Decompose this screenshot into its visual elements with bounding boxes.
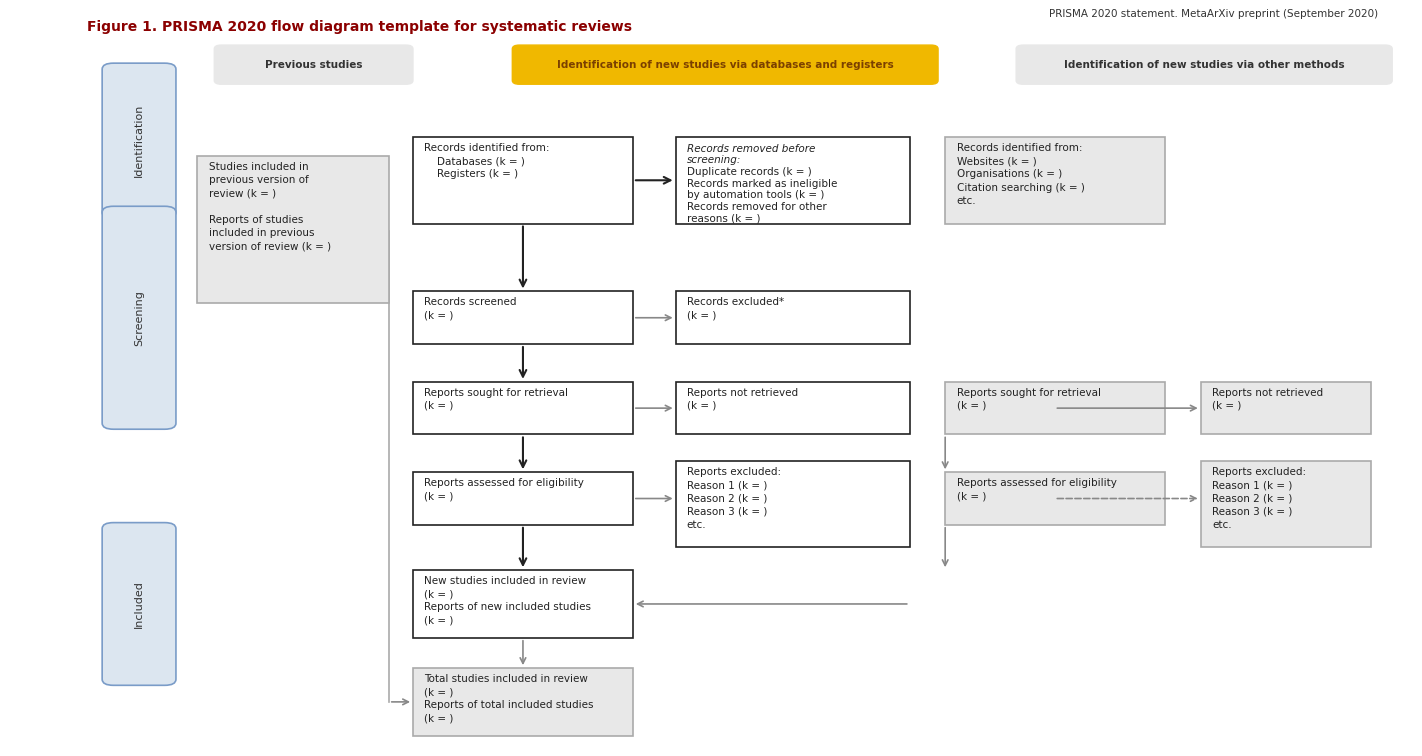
Text: PRISMA 2020 statement. MetaArXiv preprint (September 2020): PRISMA 2020 statement. MetaArXiv preprin…	[1049, 9, 1378, 19]
FancyBboxPatch shape	[412, 382, 633, 435]
Text: Identification of new studies via other methods: Identification of new studies via other …	[1064, 60, 1344, 70]
Text: Studies included in
previous version of
review (k = )

Reports of studies
includ: Studies included in previous version of …	[209, 162, 331, 251]
Text: Total studies included in review
(k = )
Reports of total included studies
(k = ): Total studies included in review (k = ) …	[424, 674, 594, 723]
FancyBboxPatch shape	[198, 156, 388, 302]
Text: Records identified from:
    Databases (k = )
    Registers (k = ): Records identified from: Databases (k = …	[424, 143, 550, 179]
FancyBboxPatch shape	[675, 291, 910, 344]
FancyBboxPatch shape	[412, 137, 633, 224]
FancyBboxPatch shape	[102, 522, 176, 686]
Text: Screening: Screening	[134, 290, 144, 345]
Text: Reports excluded:
Reason 1 (k = )
Reason 2 (k = )
Reason 3 (k = )
etc.: Reports excluded: Reason 1 (k = ) Reason…	[1212, 467, 1307, 530]
Text: Records removed for other: Records removed for other	[687, 202, 826, 212]
Text: by automation tools (k = ): by automation tools (k = )	[687, 190, 825, 200]
Text: Reports not retrieved
(k = ): Reports not retrieved (k = )	[687, 388, 798, 411]
FancyBboxPatch shape	[215, 45, 412, 84]
Text: Identification of new studies via databases and registers: Identification of new studies via databa…	[557, 60, 893, 70]
Text: Records identified from:
Websites (k = )
Organisations (k = )
Citation searching: Records identified from: Websites (k = )…	[957, 143, 1085, 206]
FancyBboxPatch shape	[412, 570, 633, 638]
Text: reasons (k = ): reasons (k = )	[687, 213, 761, 223]
FancyBboxPatch shape	[412, 472, 633, 525]
FancyBboxPatch shape	[946, 472, 1165, 525]
FancyBboxPatch shape	[1200, 382, 1371, 435]
Text: Reports sought for retrieval
(k = ): Reports sought for retrieval (k = )	[957, 388, 1101, 411]
Text: Reports excluded:
Reason 1 (k = )
Reason 2 (k = )
Reason 3 (k = )
etc.: Reports excluded: Reason 1 (k = ) Reason…	[687, 467, 781, 530]
Text: Records marked as ineligible: Records marked as ineligible	[687, 178, 838, 188]
FancyBboxPatch shape	[1200, 461, 1371, 547]
FancyBboxPatch shape	[946, 137, 1165, 224]
Text: Records excluded*
(k = ): Records excluded* (k = )	[687, 297, 784, 321]
Text: Reports assessed for eligibility
(k = ): Reports assessed for eligibility (k = )	[424, 479, 584, 501]
Text: screening:: screening:	[687, 156, 741, 166]
Text: Reports not retrieved
(k = ): Reports not retrieved (k = )	[1212, 388, 1322, 411]
FancyBboxPatch shape	[102, 64, 176, 218]
FancyBboxPatch shape	[675, 382, 910, 435]
Text: New studies included in review
(k = )
Reports of new included studies
(k = ): New studies included in review (k = ) Re…	[424, 576, 592, 626]
FancyBboxPatch shape	[675, 461, 910, 547]
Text: Duplicate records (k = ): Duplicate records (k = )	[687, 167, 812, 177]
Text: Reports assessed for eligibility
(k = ): Reports assessed for eligibility (k = )	[957, 479, 1116, 501]
FancyBboxPatch shape	[512, 45, 939, 84]
Text: Identification: Identification	[134, 104, 144, 178]
FancyBboxPatch shape	[102, 206, 176, 429]
Text: Figure 1. PRISMA 2020 flow diagram template for systematic reviews: Figure 1. PRISMA 2020 flow diagram templ…	[87, 20, 631, 34]
Text: Included: Included	[134, 580, 144, 628]
FancyBboxPatch shape	[946, 382, 1165, 435]
Text: Previous studies: Previous studies	[264, 60, 363, 70]
FancyBboxPatch shape	[412, 291, 633, 344]
FancyBboxPatch shape	[1017, 45, 1392, 84]
FancyBboxPatch shape	[675, 137, 910, 224]
Text: Records screened
(k = ): Records screened (k = )	[424, 297, 516, 321]
Text: Reports sought for retrieval
(k = ): Reports sought for retrieval (k = )	[424, 388, 569, 411]
FancyBboxPatch shape	[412, 668, 633, 736]
Text: Records removed before: Records removed before	[687, 144, 815, 154]
